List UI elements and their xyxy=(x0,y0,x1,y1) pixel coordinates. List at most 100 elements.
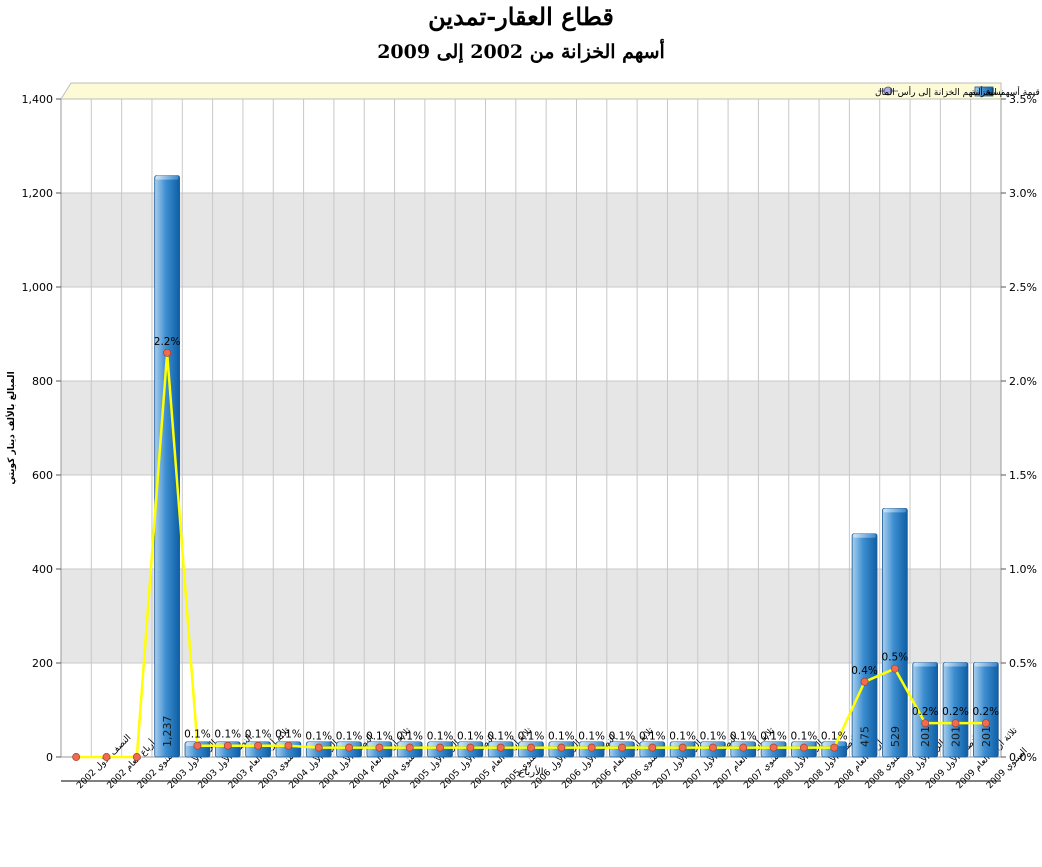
y2-tick-label: 2.5% xyxy=(1009,281,1037,294)
bar xyxy=(851,533,878,758)
ratio-value-label: 0.1% xyxy=(214,729,241,741)
ratio-point xyxy=(72,753,81,761)
bar-value-label: 201 xyxy=(919,726,932,747)
y2-tick-label: 3.5% xyxy=(1009,93,1037,106)
legend-strip xyxy=(60,82,1002,100)
legend-swatch-bar xyxy=(974,86,994,97)
bar-cap xyxy=(944,662,967,667)
y-tick-label: 400 xyxy=(32,563,53,576)
grid-band xyxy=(61,663,1001,757)
chart-subtitle: أسهم الخزانة من 2002 إلى 2009 xyxy=(377,41,665,63)
bar-value-label: 529 xyxy=(889,726,902,747)
ratio-value-label: 0.1% xyxy=(760,731,787,743)
y2-tick-label: 0.5% xyxy=(1009,657,1037,670)
ratio-point xyxy=(769,743,778,752)
grid-band xyxy=(61,381,1001,475)
grid-band xyxy=(61,287,1001,381)
y2-tick-label: 1.5% xyxy=(1009,469,1037,482)
ratio-point xyxy=(132,753,141,761)
ratio-point xyxy=(648,743,657,752)
ratio-point xyxy=(587,743,596,752)
grid-band xyxy=(61,569,1001,663)
ratio-value-label: 0.1% xyxy=(275,729,302,741)
ratio-point xyxy=(163,348,172,357)
ratio-value-label: 0.1% xyxy=(548,731,575,743)
y2-tick-label: 1.0% xyxy=(1009,563,1037,576)
ratio-point xyxy=(496,743,505,752)
ratio-point xyxy=(678,743,687,752)
ratio-point xyxy=(830,743,839,752)
ratio-value-label: 0.2% xyxy=(912,706,939,718)
chart-title: قطاع العقار-تمدين xyxy=(428,2,614,31)
ratio-value-label: 0.1% xyxy=(791,731,818,743)
y2-tick-label: 2.0% xyxy=(1009,375,1037,388)
ratio-value-label: 0.1% xyxy=(305,731,332,743)
ratio-point xyxy=(739,743,748,752)
ratio-value-label: 0.1% xyxy=(821,731,848,743)
ratio-value-label: 0.2% xyxy=(942,706,969,718)
ratio-value-label: 0.1% xyxy=(457,731,484,743)
bar-cap xyxy=(883,508,907,513)
ratio-point xyxy=(314,743,323,752)
ratio-value-label: 0.1% xyxy=(336,731,363,743)
y-tick-label: 1,200 xyxy=(22,187,54,200)
ratio-value-label: 0.1% xyxy=(669,731,696,743)
x-axis-title: الأرباع xyxy=(518,765,543,778)
legend-label-line: نسبة أسهم الخزانة إلى رأس المال xyxy=(875,86,1004,98)
y2-tick-label: 3.0% xyxy=(1009,187,1037,200)
ratio-value-label: 0.1% xyxy=(639,731,666,743)
ratio-point xyxy=(436,743,444,752)
ratio-value-label: 0.1% xyxy=(700,731,727,743)
bar-value-label: 475 xyxy=(859,726,872,747)
ratio-point xyxy=(921,719,930,728)
ratio-point xyxy=(618,743,626,752)
bar-cap xyxy=(913,662,937,667)
grid-band xyxy=(61,475,1001,569)
y-tick-label: 600 xyxy=(32,469,53,482)
bar-cap xyxy=(853,533,876,538)
ratio-point xyxy=(193,741,202,750)
ratio-value-label: 0.4% xyxy=(851,665,878,677)
ratio-value-label: 0.1% xyxy=(184,729,211,741)
y-tick-label: 200 xyxy=(32,657,53,670)
ratio-point xyxy=(860,677,869,686)
ratio-point xyxy=(345,743,354,752)
legend-label-bar: قيمة أسهم الخزانة xyxy=(971,86,1040,98)
ratio-value-label: 0.1% xyxy=(518,731,545,743)
ratio-point xyxy=(284,741,293,750)
y-tick-label: 1,000 xyxy=(22,281,54,294)
ratio-point xyxy=(527,743,535,752)
ratio-point xyxy=(799,743,808,752)
y-axis-title: المبالغ بالألف دينار كويتي xyxy=(5,371,17,484)
bar-cap xyxy=(974,662,998,667)
bar-value-label: 201 xyxy=(980,726,993,747)
ratio-point xyxy=(375,743,384,752)
ratio-point xyxy=(223,741,232,750)
ratio-value-label: 0.1% xyxy=(245,729,272,741)
ratio-value-label: 0.1% xyxy=(730,731,757,743)
ratio-value-label: 0.1% xyxy=(609,731,636,743)
ratio-point xyxy=(405,743,414,752)
ratio-point xyxy=(557,743,566,752)
ratio-value-label: 0.1% xyxy=(427,731,454,743)
ratio-value-label: 0.1% xyxy=(366,731,393,743)
ratio-value-label: 0.1% xyxy=(578,731,605,743)
ratio-point xyxy=(981,719,990,728)
grid-band xyxy=(61,99,1001,193)
ratio-point xyxy=(254,741,263,750)
ratio-point xyxy=(708,743,717,752)
ratio-point xyxy=(466,743,475,752)
ratio-value-label: 0.5% xyxy=(882,652,909,664)
legend-swatch-marker xyxy=(883,86,893,96)
ratio-value-label: 2.2% xyxy=(154,336,181,348)
ratio-value-label: 0.2% xyxy=(972,706,999,718)
ratio-value-label: 0.1% xyxy=(487,731,514,743)
y-tick-label: 800 xyxy=(32,375,53,388)
grid-band xyxy=(61,193,1001,287)
ratio-point xyxy=(890,664,899,673)
bar-cap xyxy=(155,175,179,180)
ratio-point xyxy=(102,753,111,761)
bar xyxy=(882,507,908,758)
